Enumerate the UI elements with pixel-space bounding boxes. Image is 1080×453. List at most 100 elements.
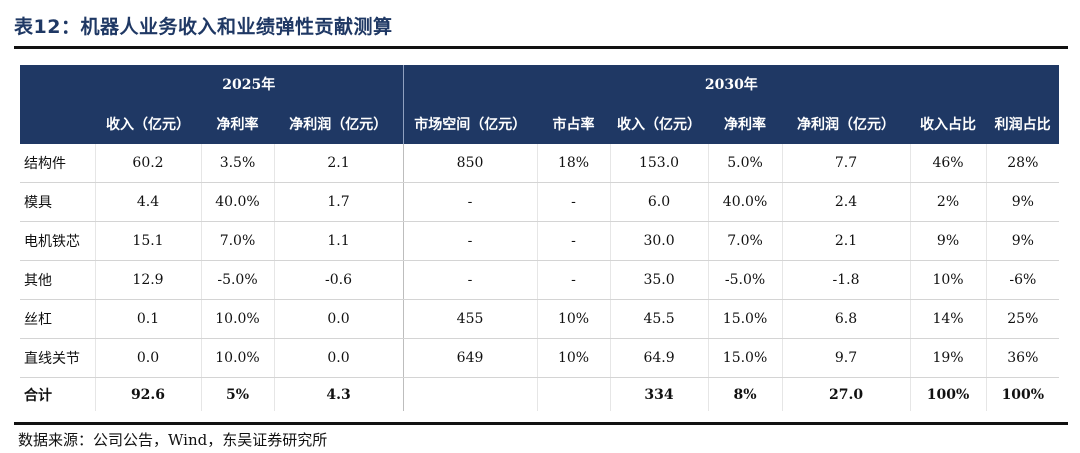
row-label: 其他 — [20, 260, 95, 300]
header-row-columns: 收入（亿元） 净利率 净利润（亿元） 市场空间（亿元） 市占率 收入（亿元） 净… — [20, 103, 1060, 144]
table-cell: 649 — [402, 338, 538, 378]
header-row-years: 2025年 2030年 — [20, 65, 1060, 144]
table-cell: 0.0 — [273, 299, 404, 339]
table-cell: - — [536, 221, 611, 261]
table-cell: -5.0% — [200, 260, 274, 300]
table-row: 直线关节 0.0 10.0% 0.0 649 10% 64.9 15.0% 9.7 19% 36% — [20, 338, 1060, 378]
col-header: 收入（亿元） — [610, 103, 709, 144]
table-cell: 27.0 — [781, 377, 911, 411]
table-cell: 1.7 — [273, 182, 404, 222]
table-cell: 8% — [707, 377, 783, 411]
table-cell: 60.2 — [94, 144, 201, 183]
table-row: 结构件 60.2 3.5% 2.1 850 18% 153.0 5.0% 7.7 46% 28% — [20, 144, 1060, 183]
data-table: 2025年 2030年 收入（亿元） 净利率 净利润（亿元） 市场空间（亿元） … — [20, 65, 1060, 411]
row-label: 结构件 — [20, 144, 95, 183]
table-row: 其他 12.9 -5.0% -0.6- -35.0 -5.0% -1.8 10% -6% — [20, 260, 1060, 300]
table-cell: 19% — [909, 338, 987, 378]
table-cell: 153.0 — [609, 144, 709, 183]
row-label: 合计 — [20, 377, 95, 411]
table-row: 丝杠 0.1 10.0% 0.0 455 10% 45.5 15.0% 6.8 14% 25% — [20, 299, 1060, 339]
table-cell: -0.6 — [273, 260, 404, 300]
table-cell: 45.5 — [609, 299, 709, 339]
table-cell: 40.0% — [707, 182, 783, 222]
table-cell: 9.7 — [781, 338, 911, 378]
table-cell: 10.0% — [200, 299, 274, 339]
table-cell: 6.0 — [609, 182, 709, 222]
table-cell: 100% — [909, 377, 987, 411]
col-header: 市场空间（亿元） — [402, 103, 538, 144]
source-note: 数据来源：公司公告，Wind，东吴证券研究所 — [18, 431, 328, 449]
table-cell: 40.0% — [200, 182, 274, 222]
table-cell: 18% — [536, 144, 611, 183]
table-cell: 6.8 — [781, 299, 911, 339]
table-cell: 2% — [909, 182, 987, 222]
table-cell: 2.4 — [781, 182, 911, 222]
col-header: 净利润（亿元） — [274, 103, 404, 144]
table-cell: 30.0 — [609, 221, 709, 261]
table-cell — [536, 377, 611, 411]
table-cell: 15.0% — [707, 338, 783, 378]
col-header: 净利率 — [708, 103, 783, 144]
table-cell: 10% — [536, 338, 611, 378]
bottom-rule — [14, 422, 1068, 425]
table-cell: 9% — [985, 221, 1060, 261]
table-cell: 100% — [985, 377, 1060, 411]
top-rule — [14, 46, 1068, 49]
table-cell: 455 — [402, 299, 538, 339]
col-header: 利润占比 — [986, 103, 1060, 144]
table-cell: - — [402, 260, 538, 300]
header-blank — [20, 65, 95, 144]
table-cell: 92.6 — [94, 377, 201, 411]
row-label: 直线关节 — [20, 338, 95, 378]
table-cell: 36% — [985, 338, 1060, 378]
table-cell: 10.0% — [200, 338, 274, 378]
table-cell: - — [536, 260, 611, 300]
col-header: 市占率 — [537, 103, 611, 144]
table-cell: 3.5% — [200, 144, 274, 183]
table-cell: - — [402, 221, 538, 261]
header-2030: 2030年 — [402, 65, 1060, 103]
col-header: 净利润（亿元） — [782, 103, 911, 144]
col-header: 收入（亿元） — [95, 103, 201, 144]
table-cell: 10% — [909, 260, 987, 300]
total-row: 合计 92.6 5% 4.3 334 8% 27.0 100% 100% — [20, 377, 1060, 411]
table-title: 表12：机器人业务收入和业绩弹性贡献测算 — [14, 16, 393, 38]
table-cell: 28% — [985, 144, 1060, 183]
row-label: 丝杠 — [20, 299, 95, 339]
table-cell: 25% — [985, 299, 1060, 339]
table-cell: 9% — [909, 221, 987, 261]
table-cell: -5.0% — [707, 260, 783, 300]
table-row: 模具 4.4 40.0% 1.7- -6.0 40.0% 2.4 2% 9% — [20, 182, 1060, 222]
table-cell — [402, 377, 538, 411]
table-cell: 2.1 — [781, 221, 911, 261]
col-header: 净利率 — [201, 103, 274, 144]
table-body: 结构件 60.2 3.5% 2.1 850 18% 153.0 5.0% 7.7 46% 28% 模具… — [20, 144, 1060, 411]
table-cell: -1.8 — [781, 260, 911, 300]
table-cell: 5% — [200, 377, 274, 411]
table-cell: 850 — [402, 144, 538, 183]
table-cell: 14% — [909, 299, 987, 339]
table-cell: 35.0 — [609, 260, 709, 300]
table-cell: 0.0 — [273, 338, 404, 378]
table-cell: 46% — [909, 144, 987, 183]
table-cell: 4.4 — [94, 182, 201, 222]
row-label: 模具 — [20, 182, 95, 222]
table-cell: 5.0% — [707, 144, 783, 183]
table-cell: 7.0% — [707, 221, 783, 261]
table-cell: 2.1 — [273, 144, 404, 183]
table-cell: 7.7 — [781, 144, 911, 183]
table-cell: 7.0% — [200, 221, 274, 261]
col-header: 收入占比 — [910, 103, 987, 144]
table-cell: - — [536, 182, 611, 222]
row-label: 电机铁芯 — [20, 221, 95, 261]
table-cell: 15.0% — [707, 299, 783, 339]
table-cell: 10% — [536, 299, 611, 339]
table-cell: 0.0 — [94, 338, 201, 378]
table-cell: -6% — [985, 260, 1060, 300]
table-cell: 15.1 — [94, 221, 201, 261]
table-cell: 64.9 — [609, 338, 709, 378]
table-row: 电机铁芯 15.1 7.0% 1.1- -30.0 7.0% 2.1 9% 9% — [20, 221, 1060, 261]
table-cell: 1.1 — [273, 221, 404, 261]
table-cell: 334 — [609, 377, 709, 411]
table-cell: - — [402, 182, 538, 222]
